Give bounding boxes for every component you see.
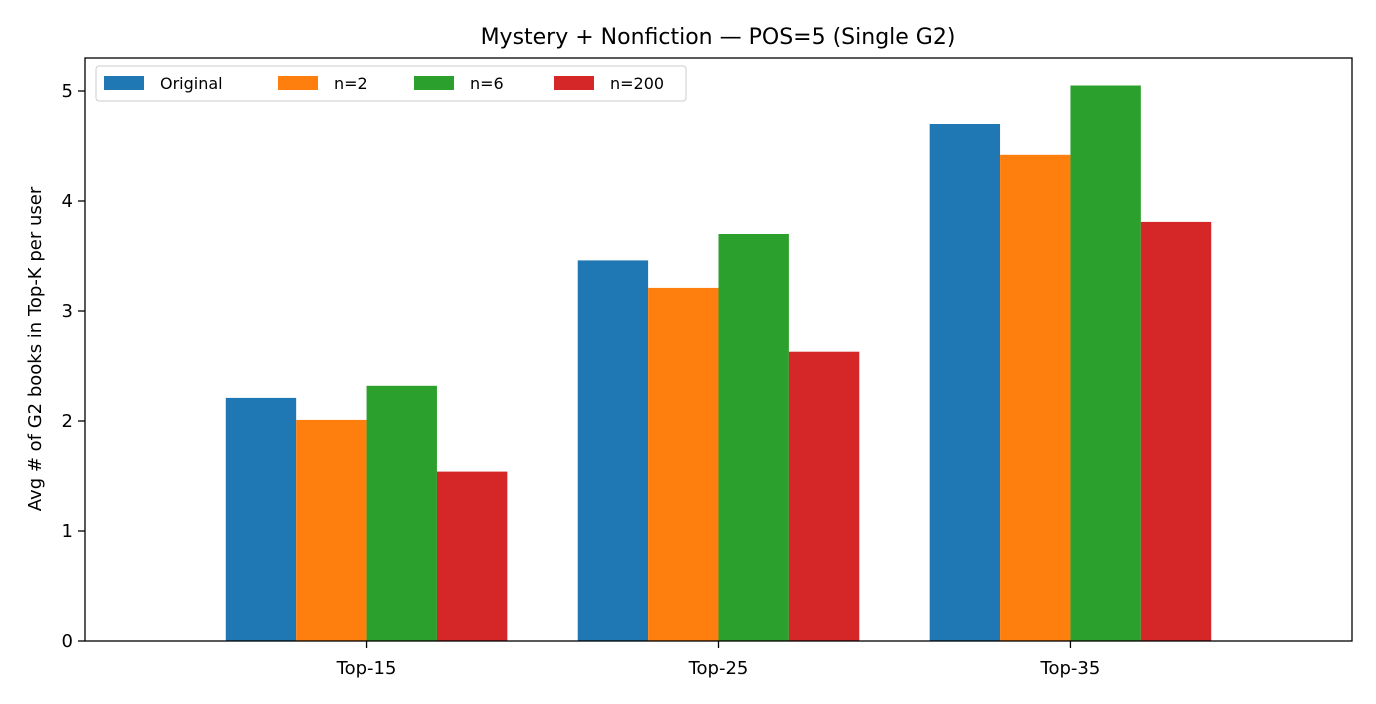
- bar-n200-top-15: [436, 471, 508, 641]
- y-tick-label: 4: [62, 191, 73, 212]
- legend-label: n=6: [470, 74, 504, 93]
- bar-n6-top-25: [718, 234, 789, 641]
- bar-original-top-35: [929, 124, 1001, 641]
- bar-n2-top-35: [1000, 154, 1071, 642]
- y-axis: 0 1 2 3 4 5: [62, 81, 85, 652]
- legend-label: n=200: [610, 74, 664, 93]
- legend-swatch: [104, 76, 144, 90]
- legend-label: Original: [160, 74, 223, 93]
- bar-n6-top-15: [366, 385, 437, 641]
- y-tick-label: 0: [62, 631, 73, 652]
- legend-swatch: [278, 76, 318, 90]
- y-axis-label: Avg # of G2 books in Top-K per user: [25, 186, 46, 511]
- legend-label: n=2: [334, 74, 368, 93]
- chart-title: Mystery + Nonfiction — POS=5 (Single G2): [481, 25, 956, 50]
- y-tick-label: 1: [62, 521, 73, 542]
- legend: Original n=2 n=6 n=200: [95, 65, 687, 102]
- y-tick-label: 2: [62, 411, 73, 432]
- legend-swatch: [414, 76, 454, 90]
- x-tick-label: Top-25: [688, 658, 749, 679]
- bar-original-top-25: [577, 260, 649, 641]
- bar-n6-top-35: [1070, 85, 1141, 641]
- legend-frame: [95, 65, 687, 102]
- bar-n2-top-15: [296, 419, 367, 641]
- bar-n2-top-25: [648, 287, 719, 641]
- x-axis: Top-15 Top-25 Top-35: [336, 641, 1101, 679]
- x-tick-label: Top-35: [1040, 658, 1101, 679]
- y-tick-label: 3: [62, 301, 73, 322]
- bar-original-top-15: [225, 397, 297, 641]
- legend-swatch: [554, 76, 594, 90]
- bar-n200-top-35: [1140, 221, 1212, 641]
- x-tick-label: Top-15: [336, 658, 397, 679]
- bars-group: [225, 85, 1212, 642]
- bar-n200-top-25: [788, 351, 860, 641]
- y-tick-label: 5: [62, 81, 73, 102]
